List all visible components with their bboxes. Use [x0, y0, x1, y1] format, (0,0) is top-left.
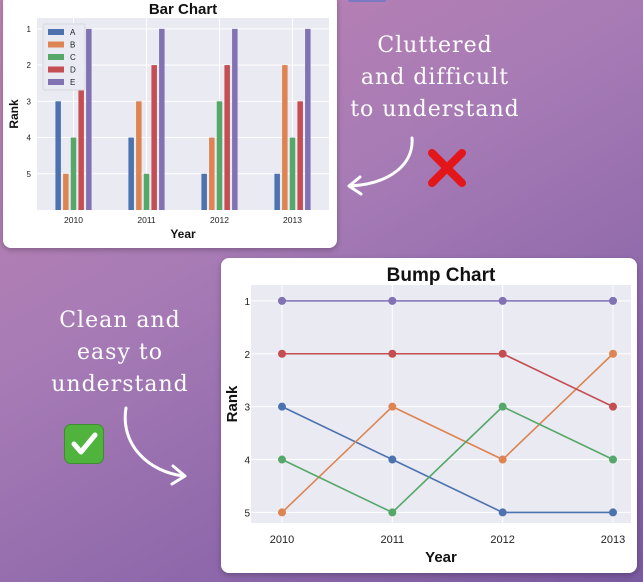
bar [78, 65, 84, 211]
legend-swatch [48, 54, 64, 60]
bar [216, 101, 223, 210]
legend-swatch [48, 66, 64, 73]
bar [232, 28, 238, 211]
data-point [278, 349, 286, 358]
bar [128, 137, 134, 210]
caption-line: understand [51, 372, 189, 397]
y-tick-label: 2 [27, 61, 32, 70]
legend-swatch [48, 41, 64, 48]
legend-label: A [70, 28, 76, 37]
legend-label: D [70, 66, 76, 75]
data-point [609, 402, 617, 411]
y-tick-label: 2 [244, 350, 250, 361]
y-tick-label: 4 [27, 134, 32, 143]
curved-arrow-icon [347, 136, 414, 196]
caption-line: Clean and [59, 308, 181, 333]
legend-swatch [48, 29, 64, 35]
y-tick-label: 5 [244, 508, 250, 519]
y-tick-label: 4 [244, 456, 250, 467]
y-tick-label: 3 [244, 403, 250, 414]
bar [70, 137, 77, 210]
caption-line: to understand [350, 97, 520, 122]
bar [63, 173, 69, 210]
bar [274, 173, 280, 210]
legend-swatch [48, 79, 64, 85]
curved-arrow-icon [123, 406, 187, 486]
bar [201, 173, 207, 210]
bar [151, 65, 157, 211]
data-point [609, 508, 617, 517]
data-point [388, 455, 397, 464]
x-tick-label: 2012 [490, 534, 514, 546]
data-point [278, 508, 286, 517]
data-point [498, 296, 507, 305]
legend-label: C [70, 53, 76, 62]
y-tick-label: 1 [27, 25, 32, 34]
bar-chart: 1 2 3 4 5 2010 2011 2012 2013 Bar Chart Year Rank AB… [7, 1, 329, 241]
x-tick-label: 2010 [64, 215, 83, 225]
bar [289, 137, 296, 210]
bar [55, 101, 61, 210]
y-axis-label: Rank [224, 385, 241, 422]
bump-chart: 1 2 3 4 5 2010 2011 2012 2013 Bump Chart Year Rank [224, 265, 631, 566]
bar [282, 65, 288, 211]
check-mark-icon [64, 424, 104, 464]
legend-label: B [70, 41, 75, 50]
data-point [609, 455, 617, 464]
bar [159, 28, 165, 211]
chart-title: Bump Chart [387, 265, 496, 286]
y-tick-label: 1 [244, 297, 250, 308]
caption-cluttered: Cluttered and difficult to understand [345, 30, 525, 126]
bar [143, 173, 150, 210]
caption-line: and difficult [360, 65, 510, 90]
data-point [498, 349, 507, 358]
series-line [282, 352, 614, 408]
x-tick-label: 2010 [270, 534, 294, 546]
y-tick-label: 5 [27, 170, 32, 179]
chart-title: Bar Chart [149, 1, 217, 18]
data-point [278, 402, 286, 411]
y-tick-label: 3 [27, 97, 32, 106]
series-line [281, 405, 613, 514]
bar-chart-card: 1 2 3 4 5 2010 2011 2012 2013 Bar Chart Year Rank A B… [3, 0, 337, 248]
x-tick-label: 2013 [601, 534, 625, 546]
x-tick-label: 2011 [137, 215, 156, 225]
data-point [498, 508, 507, 517]
data-point [278, 296, 286, 305]
bump-chart-card: 1 2 3 4 5 2010 2011 2012 2013 Bump Chart Year Rank [221, 258, 637, 573]
x-axis-label: Year [170, 227, 196, 241]
bar [86, 28, 92, 211]
data-point [609, 296, 617, 305]
data-point [278, 455, 286, 464]
series-line [281, 405, 614, 514]
bar [305, 28, 311, 211]
plot-area [37, 18, 329, 210]
x-tick-label: 2012 [210, 215, 229, 225]
data-point [498, 455, 507, 464]
data-point [498, 402, 507, 411]
arrow-stub [348, 0, 386, 2]
data-point [388, 296, 397, 305]
bar [209, 137, 215, 210]
bar [224, 65, 230, 211]
caption-clean: Clean and easy to understand [45, 305, 195, 401]
data-point [388, 349, 397, 358]
y-axis-label: Rank [7, 99, 21, 129]
bar [297, 101, 303, 210]
data-point [388, 402, 397, 411]
x-axis-label: Year [425, 549, 457, 566]
caption-line: Cluttered [377, 33, 493, 58]
series-line [281, 353, 614, 513]
x-tick-label: 2011 [381, 534, 405, 546]
bar [136, 101, 142, 210]
data-point [609, 349, 617, 358]
legend-label: E [70, 78, 75, 87]
data-point [388, 508, 397, 517]
x-tick-label: 2013 [283, 215, 302, 225]
cross-mark-icon [428, 149, 466, 187]
caption-line: easy to [77, 340, 163, 365]
